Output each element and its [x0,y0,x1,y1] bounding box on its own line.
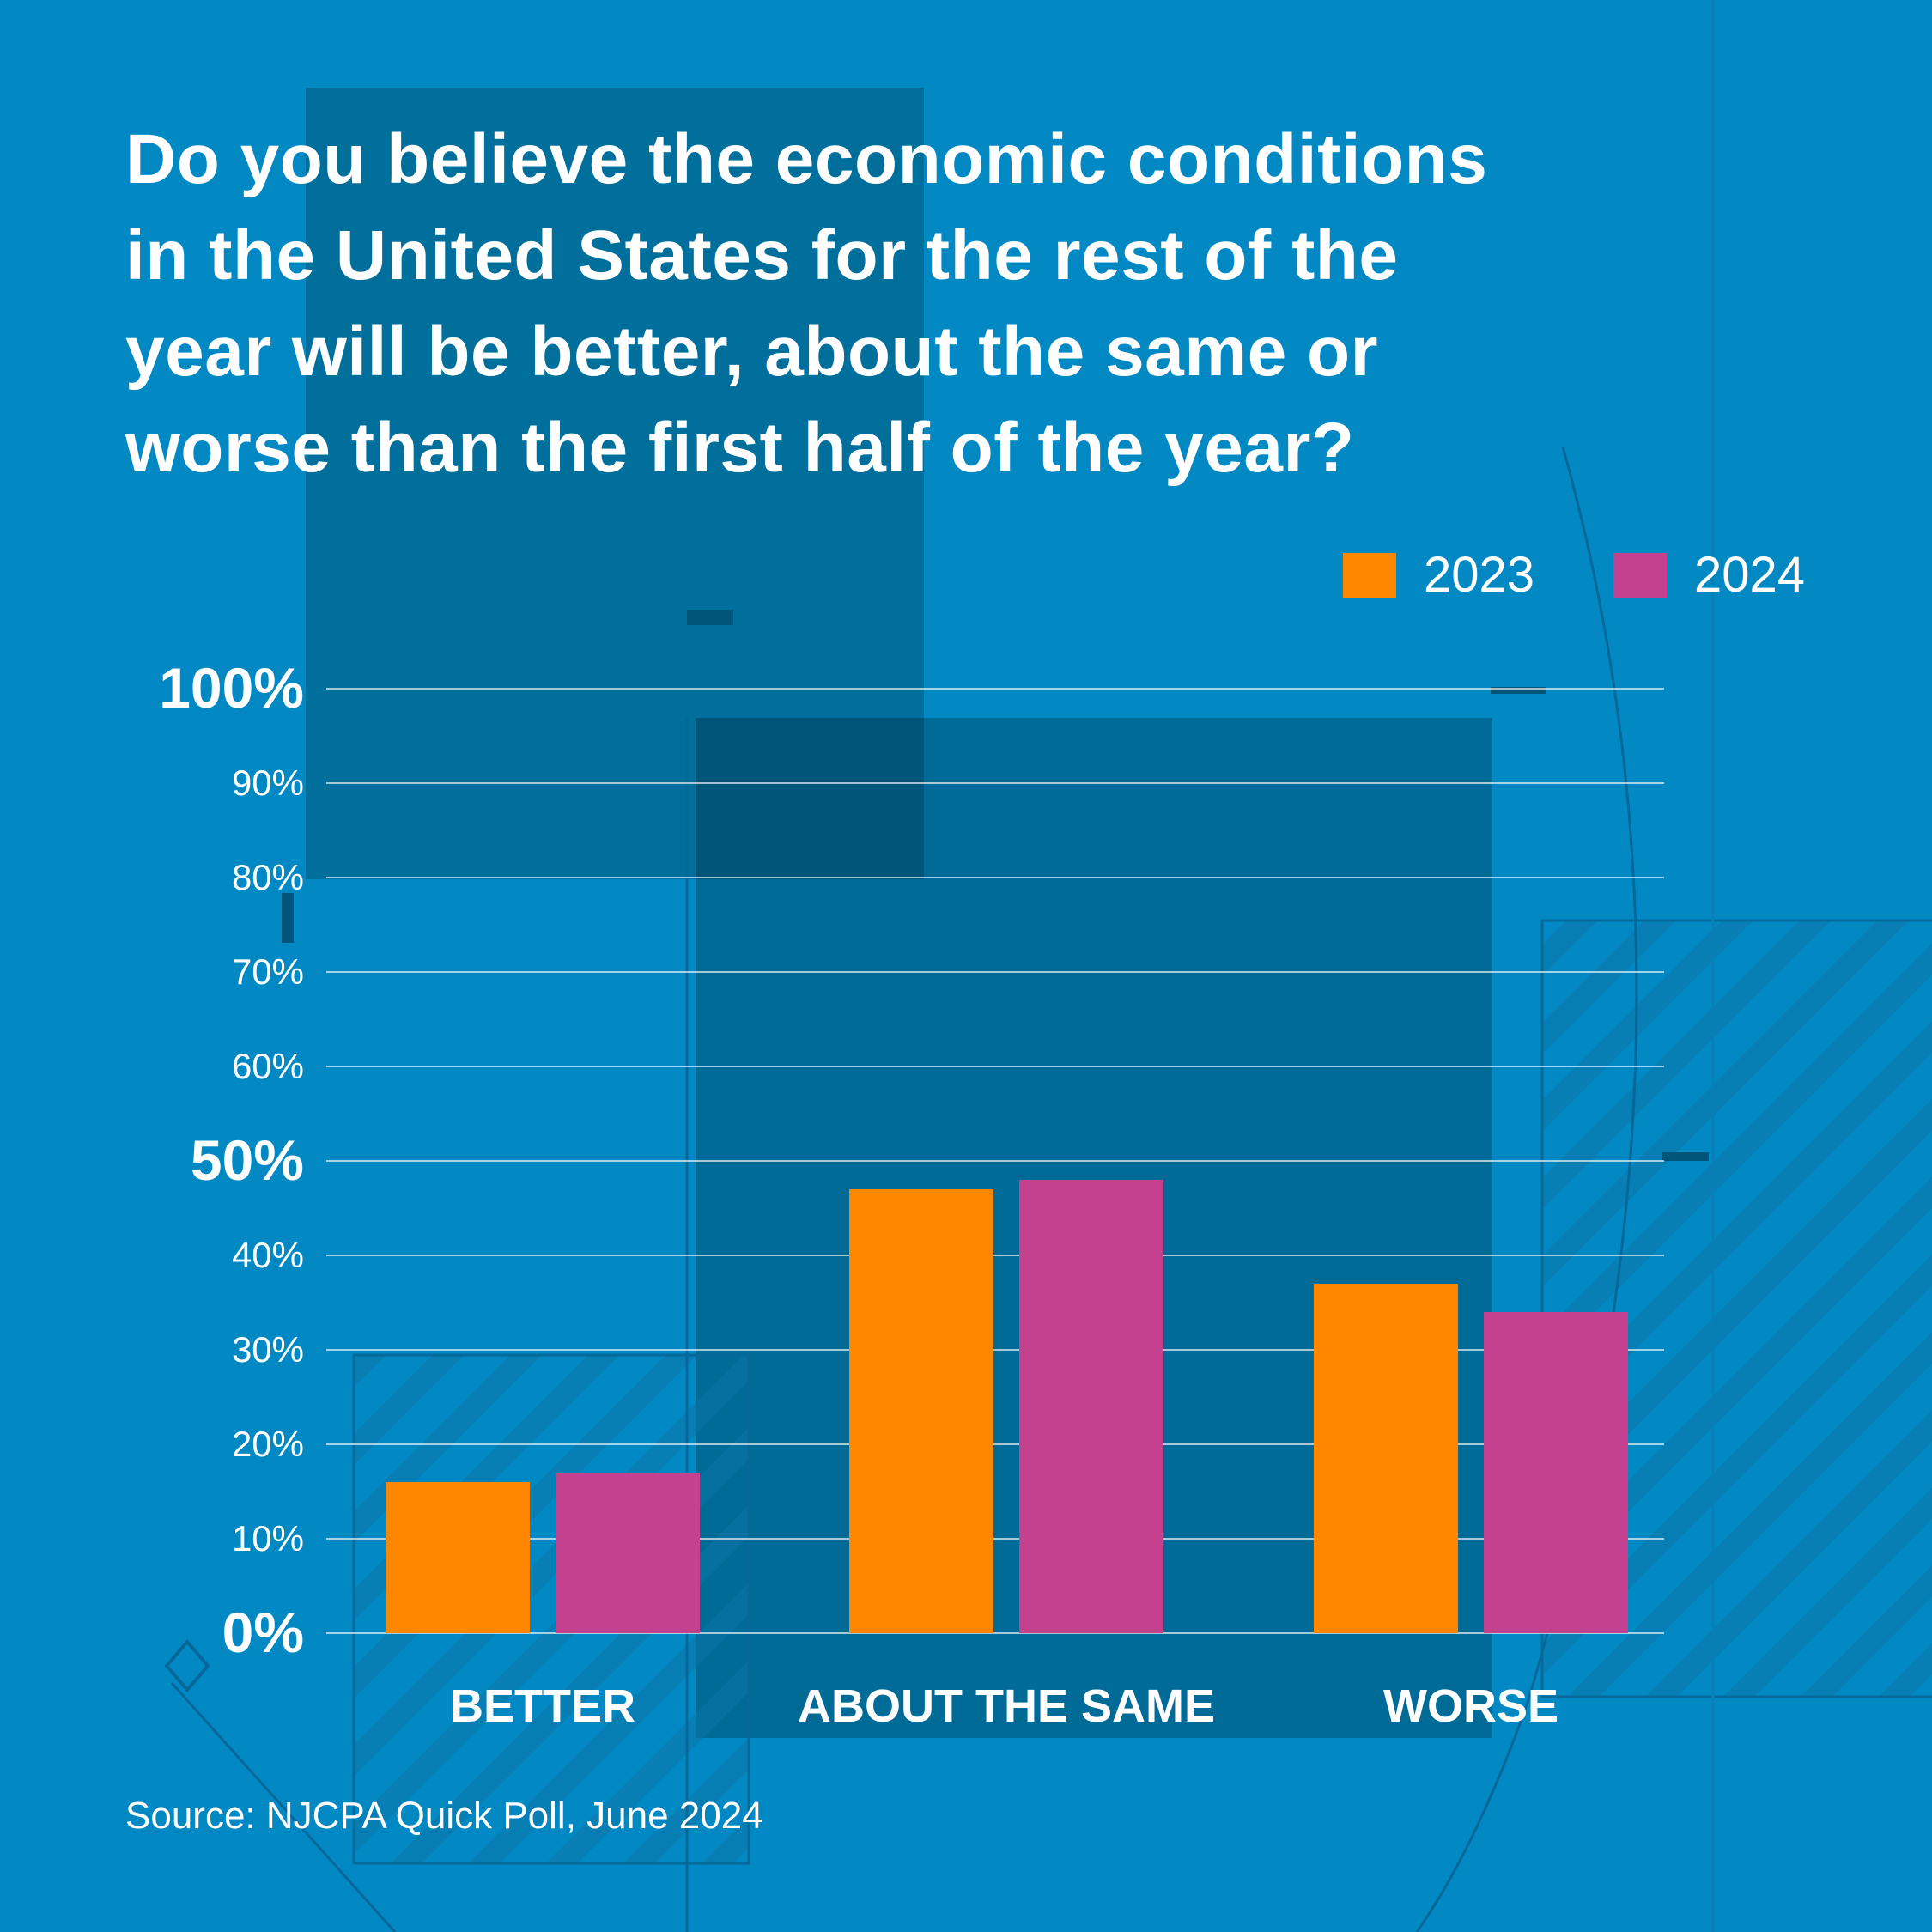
legend-label-2023: 2023 [1423,547,1534,603]
diamond-icon [164,1638,210,1693]
y-tick-label: 40% [232,1235,304,1275]
x-category-label: WORSE [1383,1680,1558,1732]
y-tick-label: 60% [232,1046,304,1086]
source-note: Source: NJCPA Quick Poll, June 2024 [125,1795,763,1837]
bg-outline-right [1540,919,1932,1698]
bar-2024-about-the-same [1019,1180,1163,1633]
legend-label-2024: 2024 [1693,547,1805,603]
legend-item-2023: 2023 [1342,547,1534,603]
legend: 2023 2024 [1264,550,1805,601]
legend-swatch-2024 [1613,553,1667,598]
y-tick-label: 80% [232,857,304,897]
bg-dash [687,610,733,625]
y-tick-label: 30% [232,1329,304,1370]
bg-outline-left [352,1353,750,1865]
y-tick-label: 0% [222,1601,304,1664]
bg-dash [1491,687,1546,694]
legend-swatch-2023 [1342,553,1396,598]
bar-2024-better [556,1473,700,1633]
y-tick-label: 100% [159,656,304,720]
y-tick-label: 50% [191,1128,304,1192]
bar-2023-better [386,1482,530,1633]
x-category-label: BETTER [450,1680,635,1732]
bar-2023-worse [1314,1284,1458,1633]
y-tick-label: 20% [232,1424,304,1464]
y-tick-label: 90% [232,762,304,803]
y-tick-label: 70% [232,951,304,992]
y-tick-label: 10% [232,1518,304,1558]
bar-2023-about-the-same [849,1189,993,1633]
bg-dash [1662,1152,1709,1161]
bar-2024-worse [1484,1312,1628,1633]
bg-panel-overlap [696,718,924,879]
x-category-label: ABOUT THE SAME [798,1680,1215,1732]
legend-item-2024: 2024 [1613,550,1805,601]
bg-line-diagonal [170,1681,397,1932]
chart-title: Do you believe the economic conditions i… [125,120,1488,487]
bg-dash [282,893,294,943]
